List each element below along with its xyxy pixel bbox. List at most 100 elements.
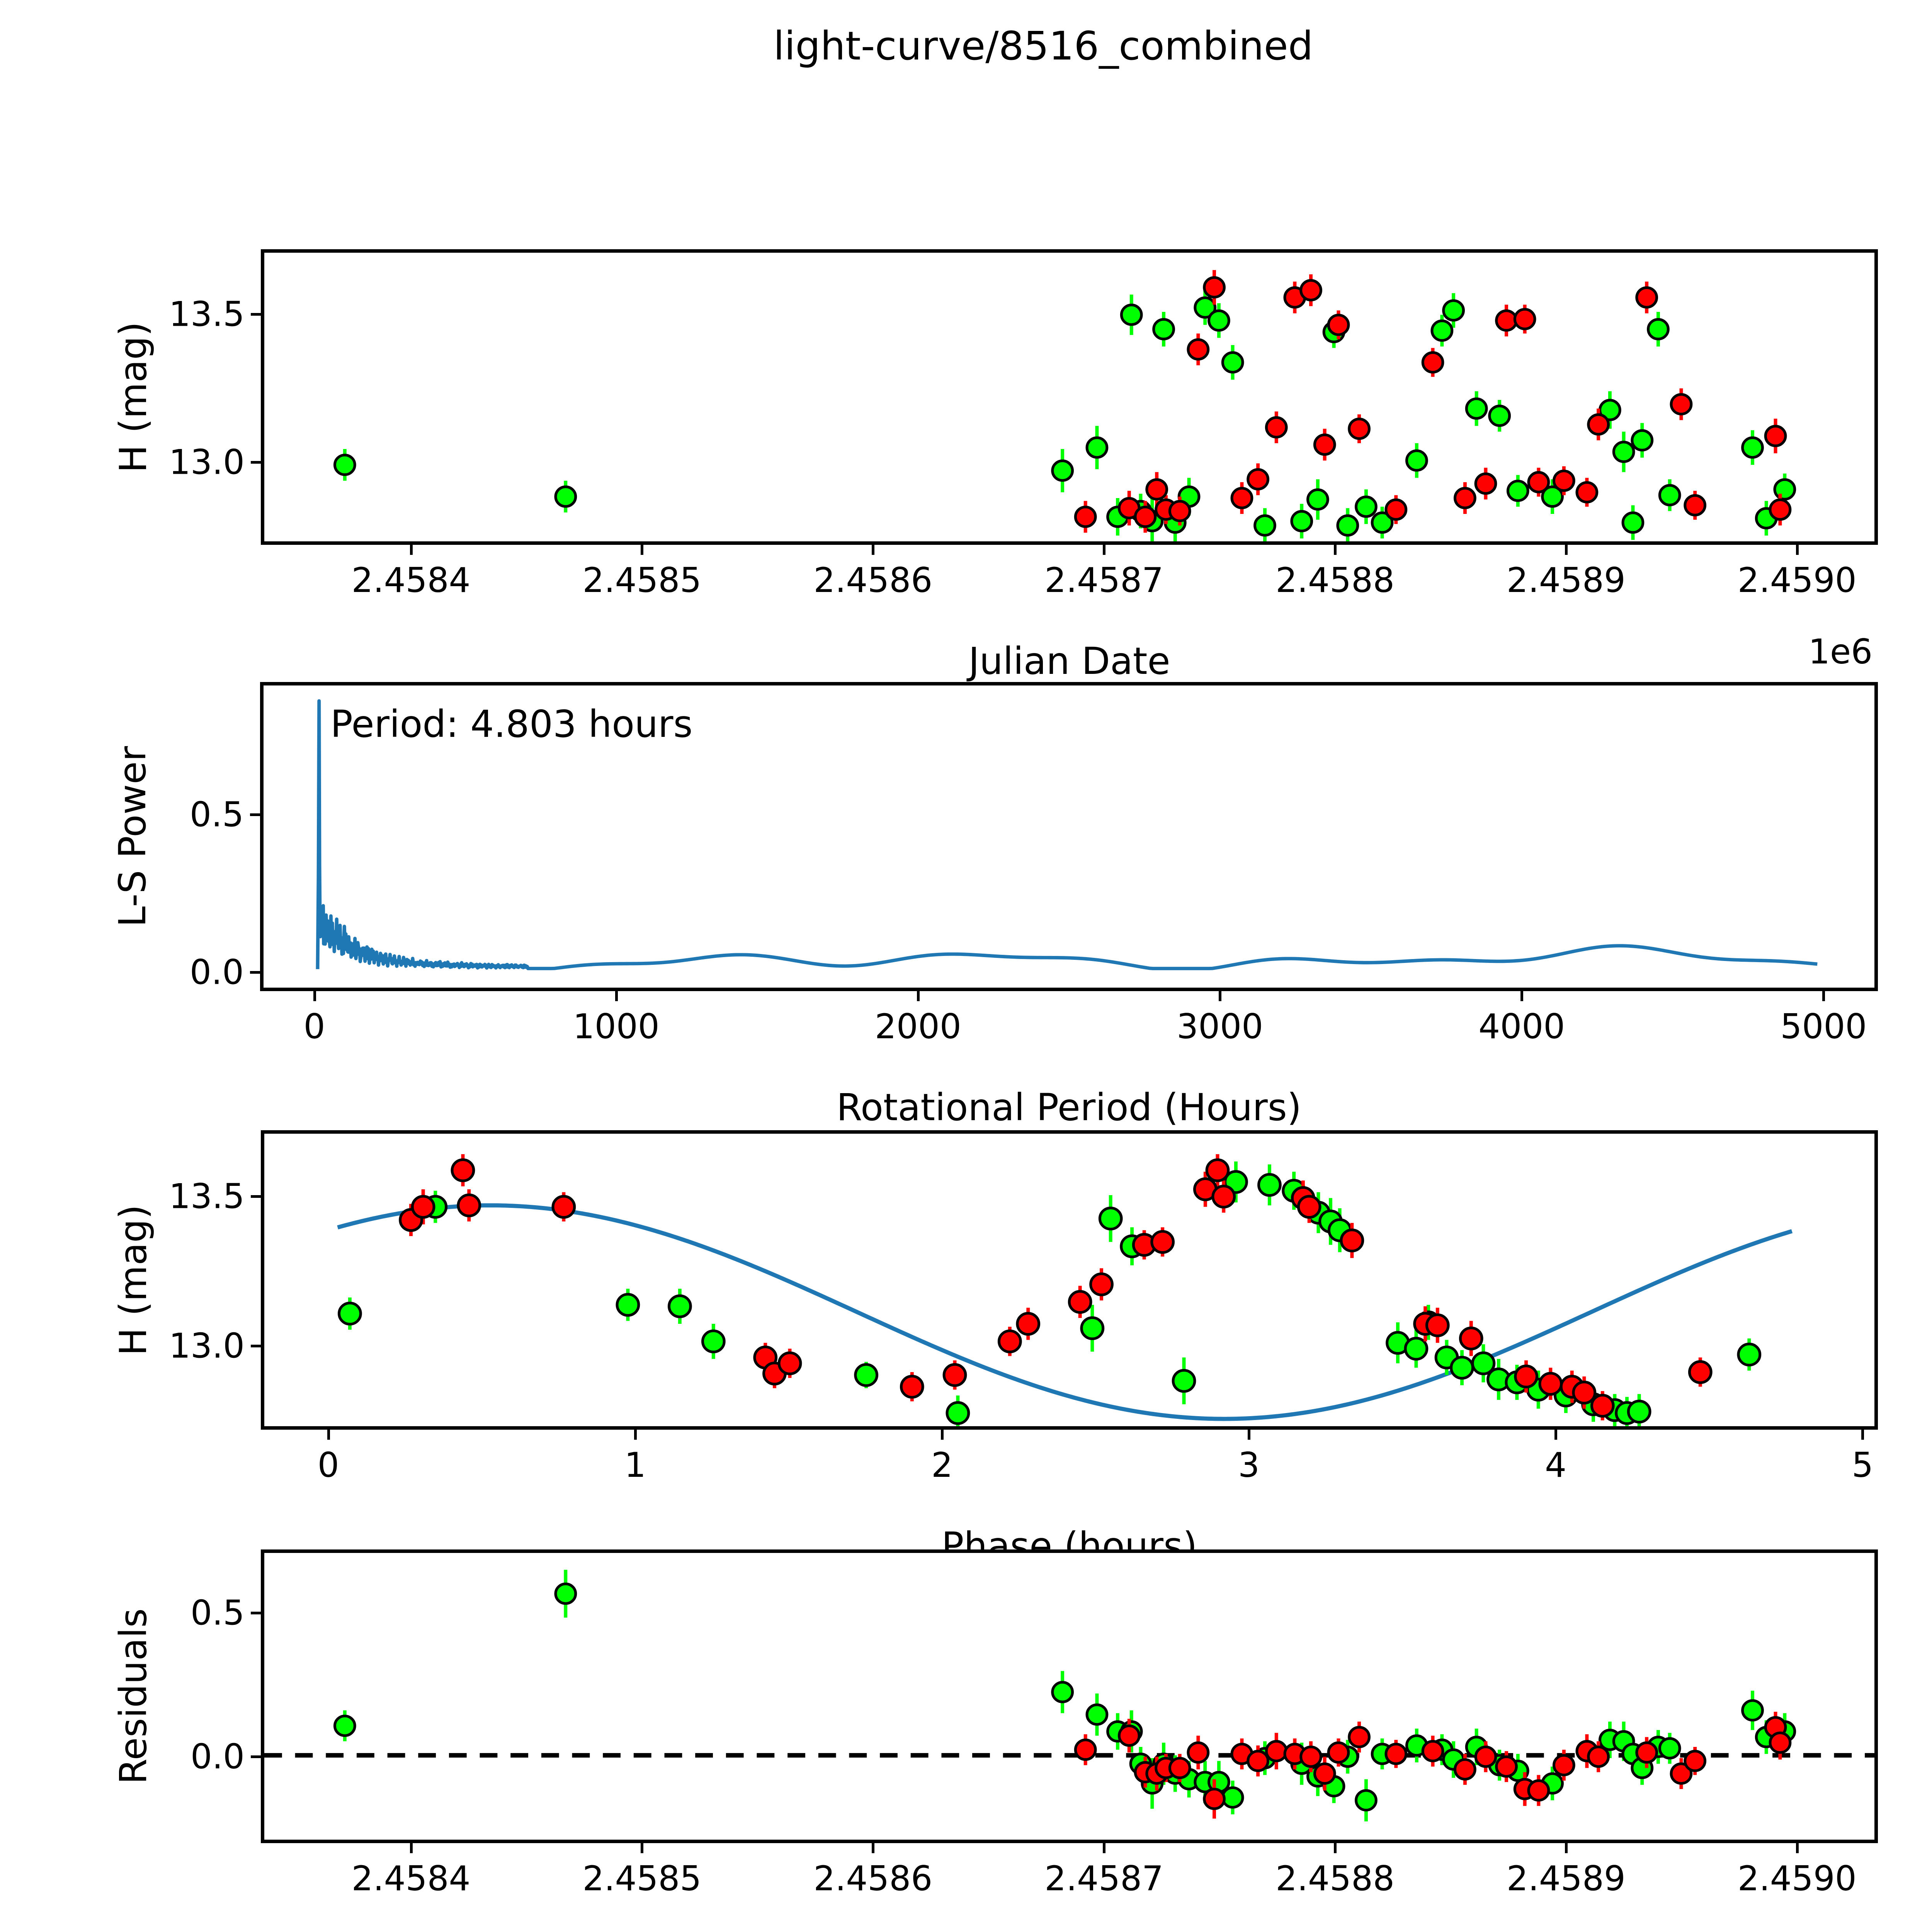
data-point	[1355, 1789, 1378, 1811]
data-point	[1769, 1731, 1792, 1754]
data-point	[1117, 1725, 1141, 1747]
x-tick-label: 2.4585	[582, 1859, 702, 1898]
x-tick-mark	[872, 545, 875, 555]
data-point	[1348, 1726, 1371, 1748]
data-point	[1299, 1745, 1322, 1768]
x-tick-mark	[1248, 1430, 1251, 1440]
data-point	[1635, 286, 1658, 309]
light-curve-plot-area	[333, 270, 1796, 541]
data-point	[1168, 500, 1191, 522]
x-tick-label: 2000	[874, 1007, 961, 1046]
data-point	[667, 1294, 692, 1318]
data-point	[1737, 1342, 1762, 1367]
data-point	[1208, 309, 1230, 332]
data-point	[1327, 313, 1350, 336]
data-point	[1120, 303, 1143, 326]
panel-phase-folded	[261, 1130, 1878, 1430]
data-point	[1074, 505, 1097, 528]
x-tick-mark	[1796, 545, 1799, 555]
data-point	[1150, 1230, 1175, 1254]
data-point	[457, 1193, 481, 1218]
y-tick-mark	[251, 1611, 261, 1614]
y-tick-mark	[250, 813, 260, 816]
panel-residuals	[261, 1549, 1878, 1843]
data-point	[1670, 1762, 1693, 1785]
x-tick-label: 3	[1238, 1445, 1260, 1485]
x-tick-label: 2.4587	[1044, 1859, 1164, 1898]
data-point	[1355, 495, 1378, 518]
data-point	[1773, 478, 1796, 501]
x-tick-label: 2.4585	[582, 560, 702, 600]
data-point	[1313, 1762, 1336, 1785]
data-point	[1684, 494, 1707, 517]
data-point	[1152, 318, 1175, 340]
data-point	[1670, 393, 1693, 415]
data-point	[1203, 1787, 1226, 1810]
data-point	[1421, 1740, 1444, 1762]
x-tick-mark	[1103, 1843, 1106, 1853]
data-point	[1631, 429, 1654, 452]
data-point	[1205, 1158, 1230, 1182]
x-tick-label: 0	[303, 1007, 325, 1046]
x-tick-label: 2.4586	[813, 560, 933, 600]
x-tick-label: 2	[931, 1445, 953, 1485]
data-point	[1211, 1184, 1236, 1209]
data-point	[1495, 1755, 1518, 1778]
data-point	[1474, 1745, 1497, 1768]
x-tick-label: 3000	[1177, 1007, 1264, 1046]
data-point	[1764, 425, 1787, 447]
data-point	[1442, 299, 1465, 322]
data-point	[554, 1582, 577, 1605]
x-tick-mark	[872, 1843, 875, 1853]
data-point	[1688, 1360, 1713, 1384]
data-point	[1769, 498, 1792, 521]
data-point	[551, 1195, 576, 1219]
data-point	[1348, 417, 1371, 440]
data-point	[1299, 279, 1322, 301]
y-tick-label: 13.0	[169, 442, 245, 482]
data-point	[333, 454, 356, 476]
y-axis-label: Residuals	[112, 1608, 155, 1784]
data-point	[1471, 1351, 1496, 1376]
data-point	[1297, 1195, 1321, 1219]
x-tick-mark	[641, 1843, 644, 1853]
y-tick-mark	[251, 313, 261, 316]
y-tick-mark	[251, 461, 261, 464]
y-tick-label: 13.5	[169, 294, 245, 334]
data-point	[1221, 351, 1244, 374]
x-tick-mark	[1554, 1430, 1558, 1440]
x-tick-label: 2.4590	[1737, 1859, 1857, 1898]
panel-light-curve	[261, 249, 1878, 545]
data-point	[1051, 1681, 1074, 1703]
data-point	[1134, 505, 1157, 528]
data-point	[777, 1351, 802, 1376]
data-point	[1590, 1394, 1615, 1418]
y-tick-label: 0.5	[190, 1593, 245, 1633]
x-tick-mark	[1219, 991, 1222, 1001]
periodogram-line	[316, 699, 1818, 970]
x-tick-mark	[1861, 1430, 1864, 1440]
data-point	[1247, 1750, 1270, 1772]
data-point	[1257, 1173, 1282, 1197]
data-point	[1230, 487, 1253, 509]
phase-folded-plot-area	[337, 1154, 1793, 1426]
data-point	[1221, 1786, 1244, 1809]
x-tick-label: 5	[1852, 1445, 1874, 1485]
data-point	[1621, 511, 1645, 534]
data-point	[1371, 511, 1394, 534]
data-point	[1527, 1779, 1550, 1802]
data-point	[997, 1329, 1022, 1354]
data-point	[1450, 1355, 1474, 1380]
x-tick-mark	[615, 991, 618, 1001]
data-point	[1658, 484, 1681, 507]
data-point	[1741, 1699, 1764, 1722]
y-tick-mark	[250, 971, 260, 974]
y-tick-label: 13.5	[169, 1176, 245, 1216]
data-point	[1459, 1327, 1483, 1350]
data-point	[1340, 1228, 1364, 1253]
y-tick-label: 0.0	[190, 1736, 245, 1777]
page-title: light-curve/8516_combined	[773, 23, 1313, 69]
data-point	[1187, 338, 1210, 361]
data-point	[1187, 1741, 1210, 1764]
